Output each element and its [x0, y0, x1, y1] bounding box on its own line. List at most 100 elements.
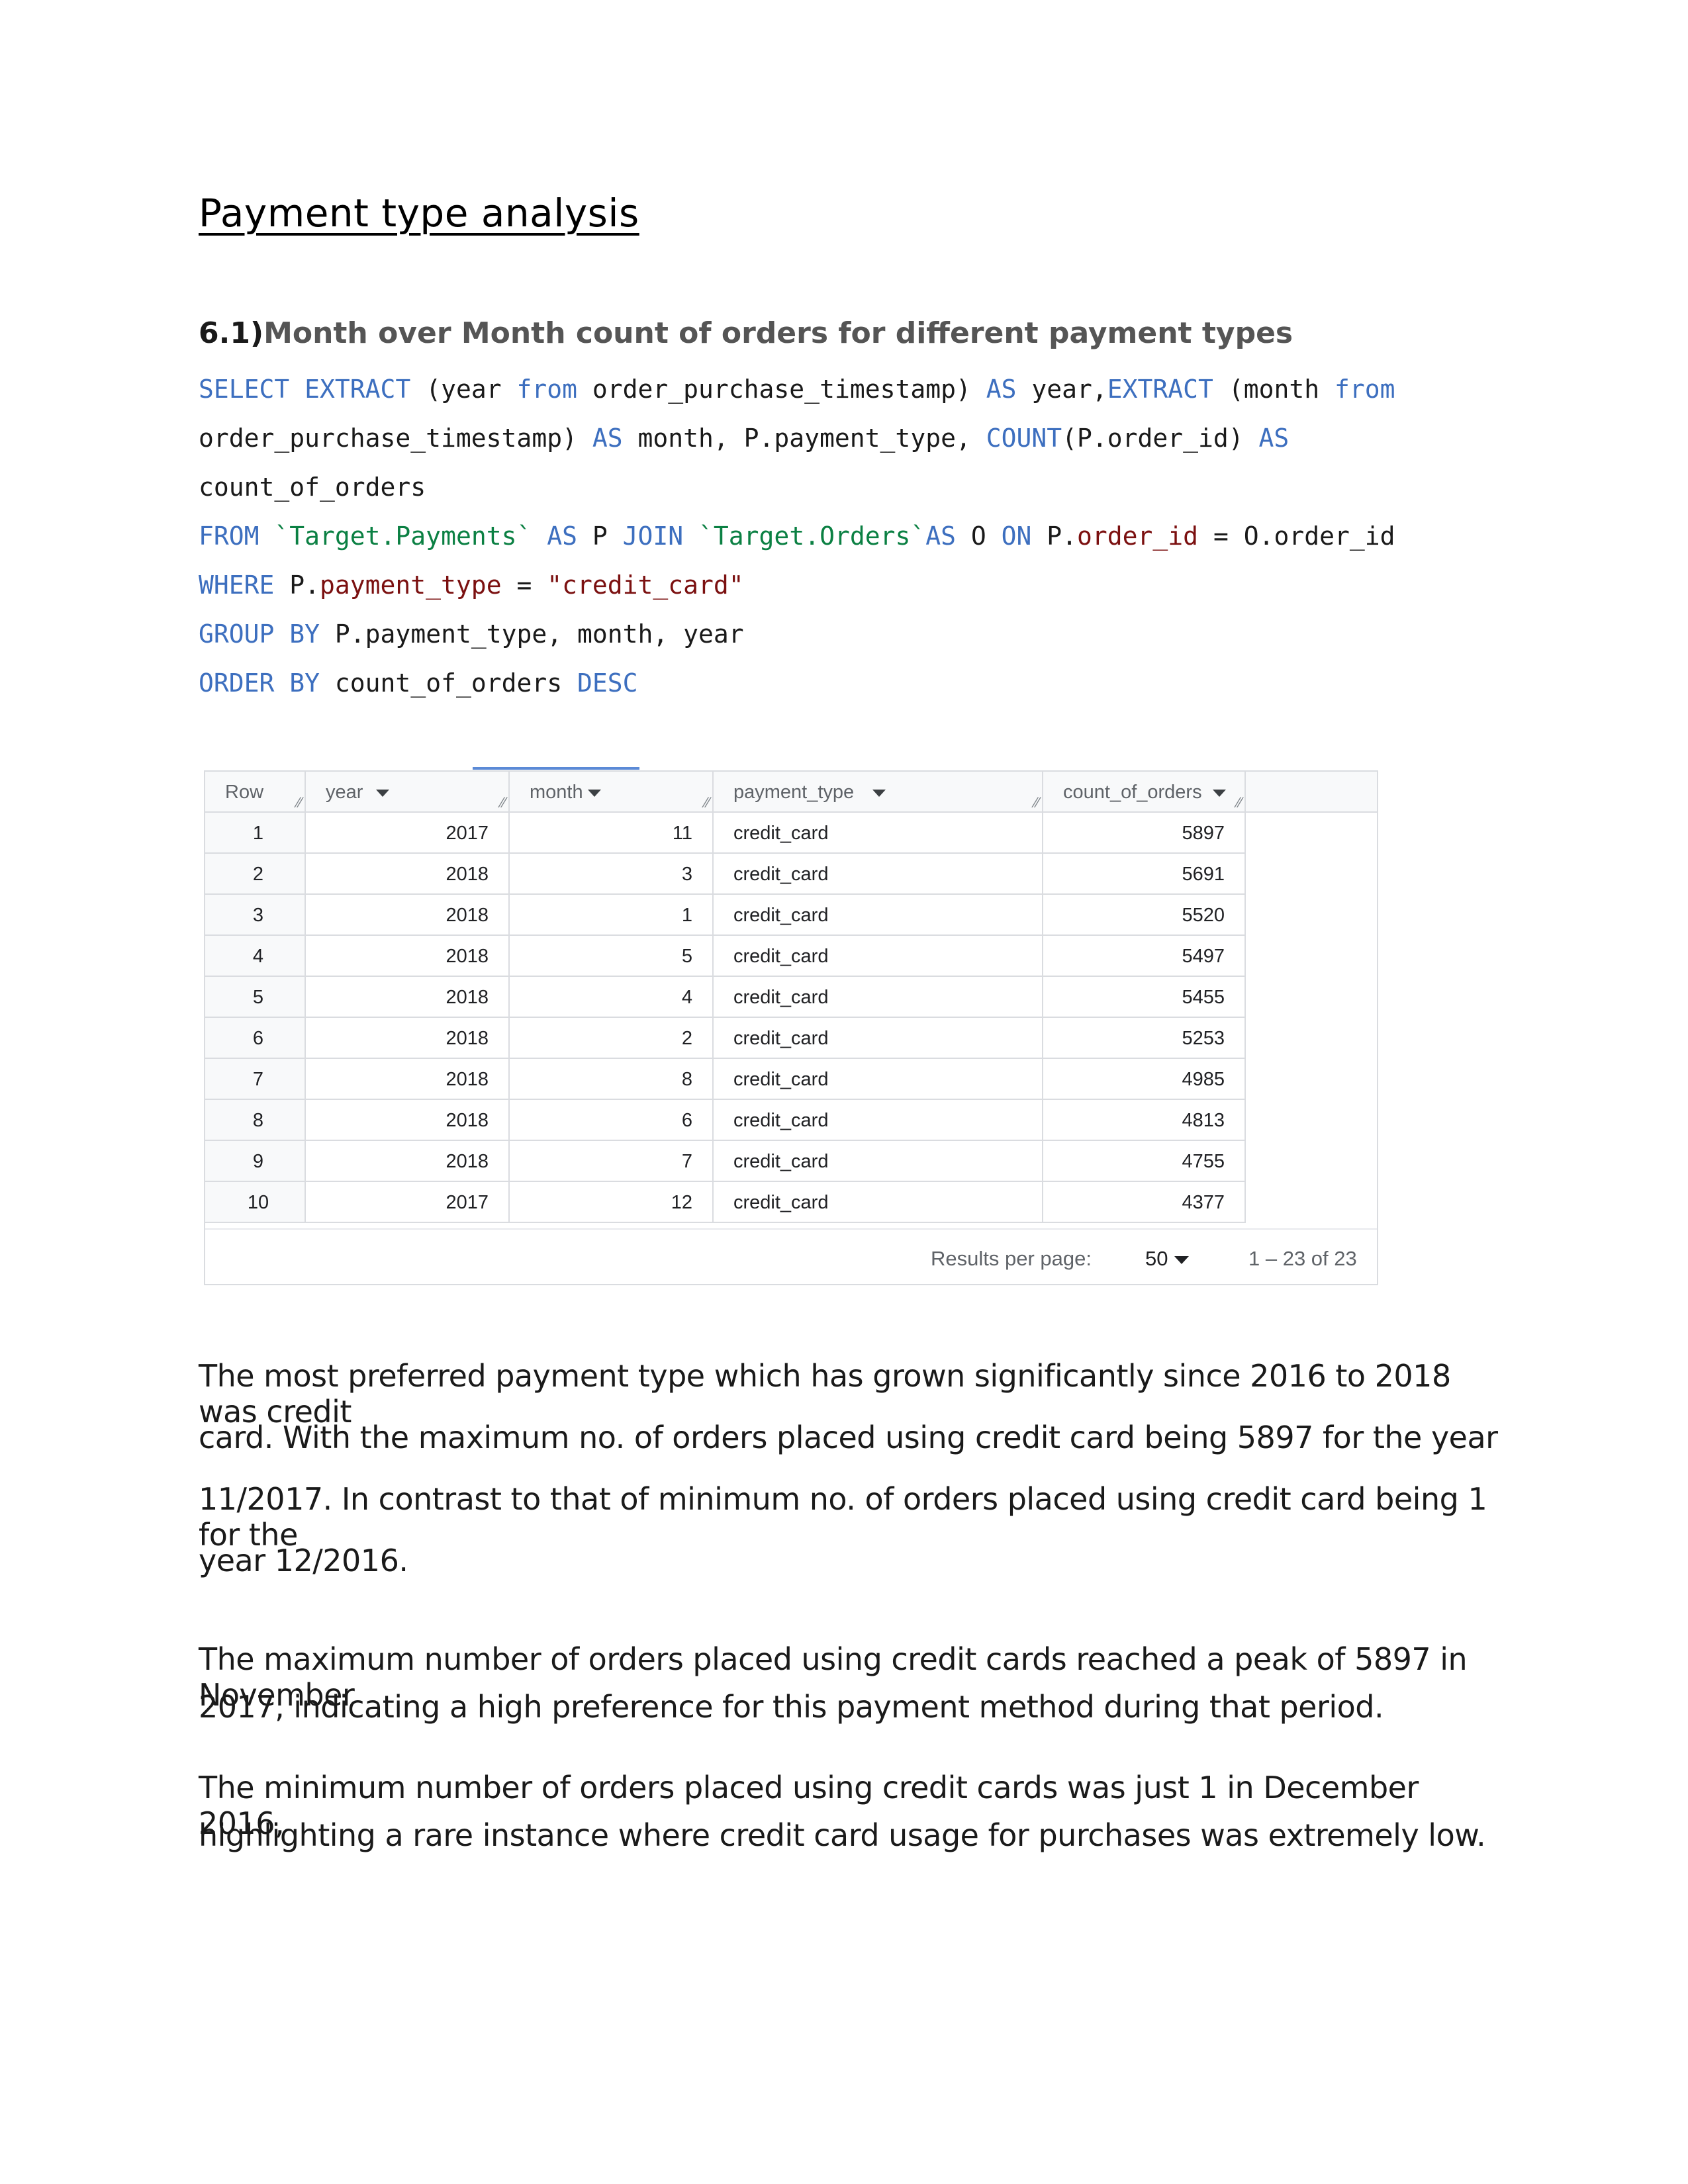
- month-cell: 12: [510, 1182, 714, 1223]
- resize-handle-icon[interactable]: ⁄⁄: [704, 794, 710, 811]
- paragraph-1-line-2: card. With the maximum no. of orders pla…: [199, 1420, 1498, 1455]
- year-cell: 2018: [306, 854, 510, 895]
- row-number-cell: 9: [205, 1141, 306, 1182]
- row-number-cell: 5: [205, 977, 306, 1018]
- payment-type-cell: credit_card: [714, 1141, 1043, 1182]
- sort-caret-icon[interactable]: [376, 790, 389, 797]
- sort-caret-icon[interactable]: [588, 790, 601, 797]
- year-cell: 2017: [306, 1182, 510, 1223]
- count-cell: 4985: [1043, 1059, 1246, 1100]
- pagination-range: 1 – 23 of 23: [1248, 1247, 1357, 1270]
- paragraph-2-line-1: The maximum number of orders placed usin…: [199, 1641, 1468, 1713]
- count-cell: 5455: [1043, 977, 1246, 1018]
- table-row[interactable]: 7 2018 8 credit_card 4985: [205, 1059, 1246, 1100]
- month-cell: 5: [510, 936, 714, 977]
- month-cell: 3: [510, 854, 714, 895]
- year-cell: 2018: [306, 1100, 510, 1141]
- table-row[interactable]: 2 2018 3 credit_card 5691: [205, 854, 1246, 895]
- sort-caret-icon[interactable]: [1213, 790, 1226, 797]
- results-tab-indicator: [473, 767, 639, 770]
- resize-handle-icon[interactable]: ⁄⁄: [297, 794, 302, 811]
- resize-handle-icon[interactable]: ⁄⁄: [1237, 794, 1242, 811]
- row-number-cell: 3: [205, 895, 306, 936]
- payment-type-cell: credit_card: [714, 1018, 1043, 1059]
- count-cell: 5253: [1043, 1018, 1246, 1059]
- page-title: Payment type analysis: [199, 191, 639, 236]
- month-cell: 11: [510, 813, 714, 854]
- results-per-page-label: Results per page:: [931, 1247, 1092, 1270]
- section-heading-text: Month over Month count of orders for dif…: [263, 316, 1293, 350]
- month-cell: 7: [510, 1141, 714, 1182]
- column-header-row: Row ⁄⁄: [205, 772, 306, 813]
- sql-line-2: order_purchase_timestamp) AS month, P.pa…: [199, 424, 1289, 453]
- row-number-cell: 4: [205, 936, 306, 977]
- sort-caret-icon[interactable]: [872, 790, 886, 797]
- sql-line-7: ORDER BY count_of_orders DESC: [199, 668, 638, 698]
- year-cell: 2018: [306, 1141, 510, 1182]
- results-per-page-select[interactable]: 50: [1145, 1247, 1190, 1271]
- sql-line-6: GROUP BY P.payment_type, month, year: [199, 619, 744, 649]
- row-number-cell: 8: [205, 1100, 306, 1141]
- count-cell: 5520: [1043, 895, 1246, 936]
- footer-divider: [205, 1228, 1377, 1230]
- payment-type-cell: credit_card: [714, 1182, 1043, 1223]
- row-number-cell: 7: [205, 1059, 306, 1100]
- table-row[interactable]: 6 2018 2 credit_card 5253: [205, 1018, 1246, 1059]
- paragraph-3-line-2: highlighting a rare instance where credi…: [199, 1817, 1486, 1853]
- year-cell: 2018: [306, 1018, 510, 1059]
- count-cell: 5497: [1043, 936, 1246, 977]
- table-row[interactable]: 8 2018 6 credit_card 4813: [205, 1100, 1246, 1141]
- row-number-cell: 1: [205, 813, 306, 854]
- table-row[interactable]: 3 2018 1 credit_card 5520: [205, 895, 1246, 936]
- row-number-cell: 6: [205, 1018, 306, 1059]
- count-cell: 4377: [1043, 1182, 1246, 1223]
- row-number-cell: 2: [205, 854, 306, 895]
- month-cell: 2: [510, 1018, 714, 1059]
- column-header-month[interactable]: month ⁄⁄: [510, 772, 714, 813]
- section-heading: 6.1)Month over Month count of orders for…: [199, 316, 1293, 350]
- paragraph-1-line-3: 11/2017. In contrast to that of minimum …: [199, 1481, 1487, 1553]
- dropdown-caret-icon[interactable]: [1174, 1255, 1190, 1264]
- payment-type-cell: credit_card: [714, 977, 1043, 1018]
- sql-line-3: count_of_orders: [199, 473, 426, 502]
- count-cell: 5691: [1043, 854, 1246, 895]
- column-header-count-of-orders[interactable]: count_of_orders ⁄⁄: [1043, 772, 1246, 813]
- pagination-footer: Results per page: 50 1 – 23 of 23: [205, 1235, 1377, 1281]
- paragraph-1-line-4: year 12/2016.: [199, 1543, 408, 1578]
- count-cell: 4813: [1043, 1100, 1246, 1141]
- month-cell: 1: [510, 895, 714, 936]
- table-row[interactable]: 1 2017 11 credit_card 5897: [205, 813, 1246, 854]
- year-cell: 2018: [306, 977, 510, 1018]
- table-row[interactable]: 10 2017 12 credit_card 4377: [205, 1182, 1246, 1223]
- count-cell: 4755: [1043, 1141, 1246, 1182]
- query-results-table: Row ⁄⁄ year ⁄⁄ month ⁄⁄ payment_type ⁄⁄ coun…: [204, 770, 1378, 1285]
- resize-handle-icon[interactable]: ⁄⁄: [1034, 794, 1039, 811]
- year-cell: 2018: [306, 1059, 510, 1100]
- year-cell: 2018: [306, 895, 510, 936]
- payment-type-cell: credit_card: [714, 1100, 1043, 1141]
- sql-line-1: SELECT EXTRACT (year from order_purchase…: [199, 375, 1395, 404]
- row-number-cell: 10: [205, 1182, 306, 1223]
- paragraph-1-line-1: The most preferred payment type which ha…: [199, 1358, 1451, 1430]
- payment-type-cell: credit_card: [714, 936, 1043, 977]
- payment-type-cell: credit_card: [714, 895, 1043, 936]
- header-filler: [1246, 772, 1377, 813]
- month-cell: 8: [510, 1059, 714, 1100]
- resize-handle-icon[interactable]: ⁄⁄: [500, 794, 506, 811]
- table-row[interactable]: 4 2018 5 credit_card 5497: [205, 936, 1246, 977]
- count-cell: 5897: [1043, 813, 1246, 854]
- column-header-payment-type[interactable]: payment_type ⁄⁄: [714, 772, 1043, 813]
- month-cell: 6: [510, 1100, 714, 1141]
- payment-type-cell: credit_card: [714, 813, 1043, 854]
- section-number: 6.1): [199, 316, 264, 350]
- payment-type-cell: credit_card: [714, 1059, 1043, 1100]
- table-row[interactable]: 9 2018 7 credit_card 4755: [205, 1141, 1246, 1182]
- paragraph-2-line-2: 2017, indicating a high preference for t…: [199, 1689, 1384, 1725]
- sql-line-4: FROM `Target.Payments` AS P JOIN `Target…: [199, 522, 1395, 551]
- year-cell: 2018: [306, 936, 510, 977]
- month-cell: 4: [510, 977, 714, 1018]
- column-header-year[interactable]: year ⁄⁄: [306, 772, 510, 813]
- sql-line-5: WHERE P.payment_type = "credit_card": [199, 570, 744, 600]
- payment-type-cell: credit_card: [714, 854, 1043, 895]
- table-row[interactable]: 5 2018 4 credit_card 5455: [205, 977, 1246, 1018]
